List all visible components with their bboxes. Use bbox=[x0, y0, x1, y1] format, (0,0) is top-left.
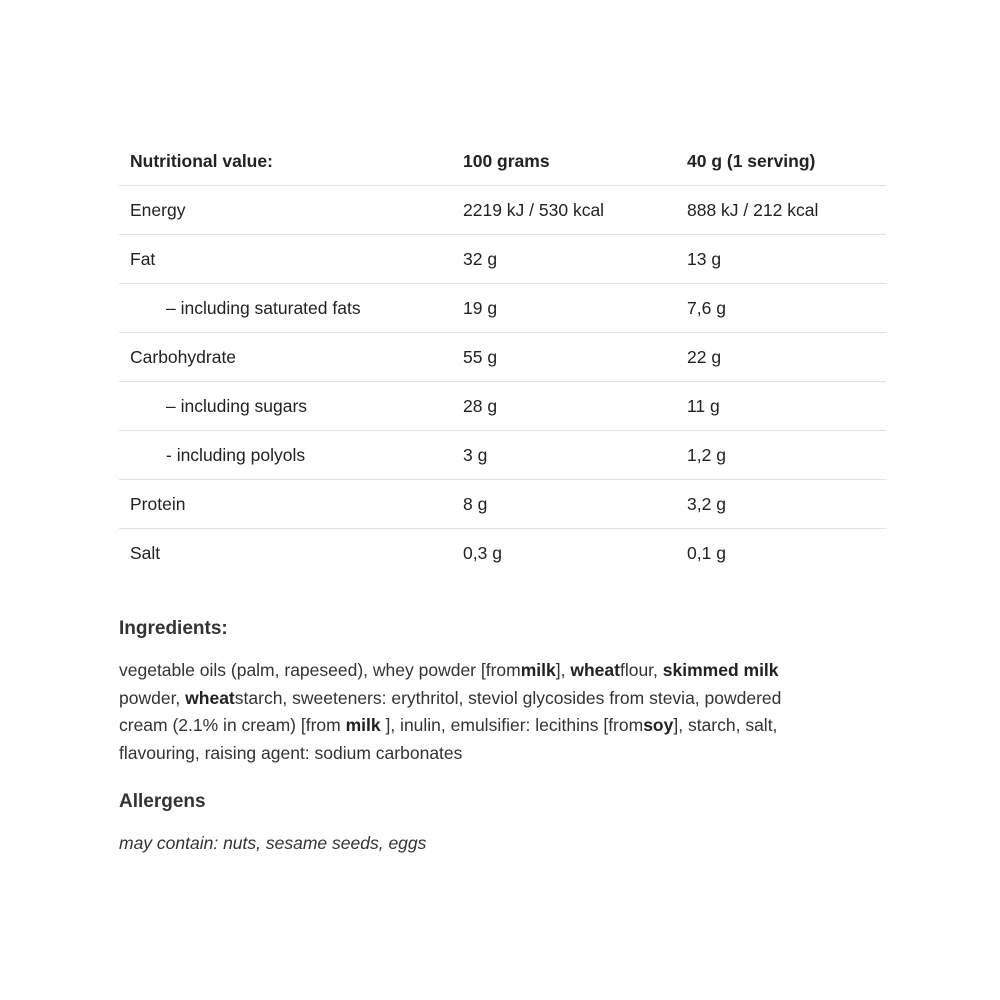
header-nutritional-value: Nutritional value: bbox=[130, 150, 273, 171]
value-per-100g: 19 g bbox=[463, 297, 498, 318]
table-row: Protein 8 g 3,2 g bbox=[119, 480, 886, 529]
value-per-serving: 0,1 g bbox=[687, 542, 726, 563]
value-per-100g: 2219 kJ / 530 kcal bbox=[463, 199, 605, 220]
value-per-serving: 7,6 g bbox=[687, 297, 726, 318]
value-per-serving: 888 kJ / 212 kcal bbox=[687, 199, 819, 220]
nutrient-label: Energy bbox=[130, 199, 186, 220]
value-per-serving: 11 g bbox=[687, 395, 720, 416]
ingredients-line: flavouring, raising agent: sodium carbon… bbox=[119, 740, 879, 768]
table-row: Fat 32 g 13 g bbox=[119, 235, 886, 284]
ingredients-text: vegetable oils (palm, rapeseed), whey po… bbox=[119, 657, 879, 767]
table-row: – including saturated fats 19 g 7,6 g bbox=[119, 284, 886, 333]
ingredient-text: cream (2.1% in cream) [from bbox=[119, 715, 346, 735]
ingredients-line: vegetable oils (palm, rapeseed), whey po… bbox=[119, 657, 879, 685]
ingredient-text: ], starch, salt, bbox=[673, 715, 778, 735]
nutrient-label: Fat bbox=[130, 248, 156, 269]
ingredient-text: starch, sweeteners: erythritol, steviol … bbox=[234, 687, 782, 708]
allergen-highlight: milk bbox=[345, 715, 381, 735]
ingredient-text: powder, bbox=[119, 687, 186, 708]
allergens-section: Allergens bbox=[119, 791, 879, 813]
table-row: Energy 2219 kJ / 530 kcal 888 kJ / 212 kca… bbox=[119, 186, 886, 235]
value-per-100g: 0,3 g bbox=[463, 542, 502, 563]
allergen-highlight: wheat bbox=[185, 687, 235, 708]
nutrient-label: - including polyols bbox=[166, 444, 306, 465]
nutrient-label: – including saturated fats bbox=[166, 297, 361, 318]
table-row: – including sugars 28 g 11 g bbox=[119, 382, 886, 431]
table-row: Carbohydrate 55 g 22 g bbox=[119, 333, 886, 382]
nutrition-table: Nutritional value: 100 grams 40 g (1 ser… bbox=[119, 137, 886, 577]
nutrient-label: – including sugars bbox=[166, 395, 308, 416]
nutrient-label: Salt bbox=[130, 542, 161, 563]
allergen-highlight: soy bbox=[643, 715, 674, 735]
ingredients-line: powder, wheatstarch, sweeteners: erythri… bbox=[119, 685, 879, 713]
value-per-100g: 8 g bbox=[463, 493, 488, 514]
ingredient-text: vegetable oils (palm, rapeseed), whey po… bbox=[119, 660, 521, 680]
ingredient-text: flavouring, raising agent: sodium carbon… bbox=[119, 742, 463, 763]
value-per-100g: 55 g bbox=[463, 346, 498, 367]
allergens-heading: Allergens bbox=[119, 791, 206, 812]
value-per-100g: 28 g bbox=[463, 395, 498, 416]
allergens-text: may contain: nuts, sesame seeds, eggs bbox=[119, 833, 427, 853]
nutrient-label: Protein bbox=[130, 493, 186, 514]
header-100-grams: 100 grams bbox=[463, 150, 550, 171]
ingredient-text: flour, bbox=[619, 660, 663, 680]
ingredient-text: ], bbox=[555, 660, 571, 680]
value-per-100g: 3 g bbox=[463, 444, 488, 465]
table-row: - including polyols 3 g 1,2 g bbox=[119, 431, 886, 480]
value-per-serving: 13 g bbox=[687, 248, 722, 269]
ingredients-heading: Ingredients: bbox=[119, 618, 228, 639]
value-per-serving: 3,2 g bbox=[687, 493, 726, 514]
table-row: Salt 0,3 g 0,1 g bbox=[119, 529, 886, 577]
value-per-serving: 22 g bbox=[687, 346, 722, 367]
ingredients-title: Ingredients: bbox=[119, 618, 879, 640]
ingredients-line: cream (2.1% in cream) [from milk ], inul… bbox=[119, 712, 879, 740]
header-serving: 40 g (1 serving) bbox=[687, 150, 816, 171]
table-header: Nutritional value: 100 grams 40 g (1 ser… bbox=[119, 137, 886, 186]
nutrient-label: Carbohydrate bbox=[130, 346, 237, 367]
allergen-highlight: milk bbox=[520, 660, 556, 680]
value-per-serving: 1,2 g bbox=[687, 444, 726, 465]
allergen-highlight: skimmed milk bbox=[662, 660, 779, 680]
ingredient-text: ], inulin, emulsifier: lecithins [from bbox=[380, 715, 644, 735]
allergen-highlight: wheat bbox=[570, 660, 620, 680]
value-per-100g: 32 g bbox=[463, 248, 498, 269]
